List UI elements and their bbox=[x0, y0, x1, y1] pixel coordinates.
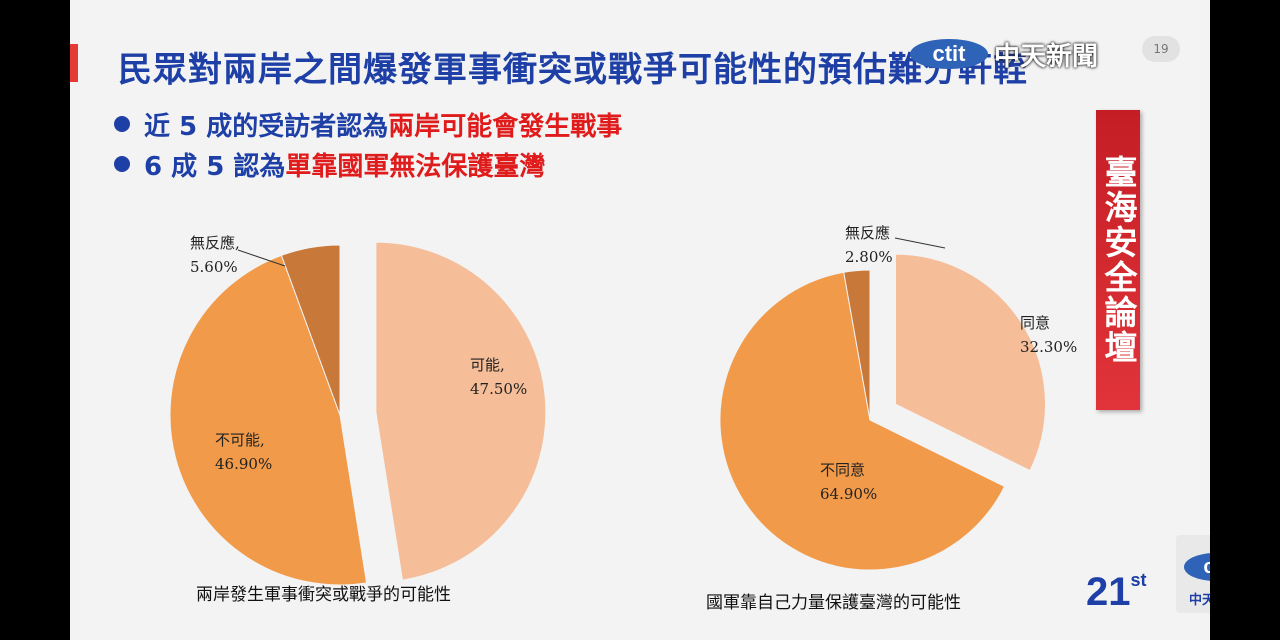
cti-logo-mark: cti bbox=[1184, 553, 1210, 581]
pie-2-caption: 國軍靠自己力量保護臺灣的可能性 bbox=[706, 593, 961, 613]
ctit-logo: ctit 中天新聞 bbox=[910, 36, 1098, 72]
bullet-1-highlight: 兩岸可能會發生戰事 bbox=[388, 111, 623, 142]
bullet-dot-icon bbox=[114, 116, 130, 132]
bullet-dot-icon bbox=[114, 156, 130, 172]
page-number: 19 bbox=[1142, 36, 1180, 62]
cti-logo: cti 中天電視 bbox=[1176, 535, 1210, 613]
pie-1-leader-line bbox=[237, 249, 286, 267]
pie-2-leader-line bbox=[894, 237, 946, 249]
pie-2-slice-2-label: 不同意 bbox=[820, 461, 865, 479]
bullet-list: 近 5 成的受訪者認為 兩岸可能會發生戰事 6 成 5 認為 單靠國軍無法保護臺灣 bbox=[114, 104, 622, 184]
21st-century-logo: 21st bbox=[1086, 570, 1147, 615]
pie-1-slice-2 bbox=[170, 254, 368, 586]
pie-1-slice-2-label: 不可能, bbox=[215, 431, 265, 449]
foot-logo-number: 21 bbox=[1086, 570, 1131, 614]
pie-1-caption: 兩岸發生軍事衝突或戰爭的可能性 bbox=[196, 585, 451, 605]
pie-1-slice-3 bbox=[280, 244, 341, 416]
pie-2-slice-3-label: 無反應 bbox=[845, 224, 890, 242]
slide: 民眾對兩岸之間爆發軍事衝突或戰爭可能性的預估難分軒輊 ctit 中天新聞 19 … bbox=[70, 0, 1210, 640]
slide-title: 民眾對兩岸之間爆發軍事衝突或戰爭可能性的預估難分軒輊 bbox=[118, 50, 1028, 90]
pie-2-slice-3-value: 2.80% bbox=[845, 248, 893, 266]
pie-2-slice-3 bbox=[843, 269, 871, 421]
pie-2-slice-1-value: 32.30% bbox=[1020, 338, 1077, 356]
pie-1-slice-3-label: 無反應, bbox=[190, 234, 240, 252]
ctit-logo-mark: ctit bbox=[910, 39, 988, 69]
foot-logo-suffix: st bbox=[1130, 570, 1147, 590]
bullet-2-highlight: 單靠國軍無法保護臺灣 bbox=[285, 151, 546, 182]
pie-1-slice-1-value: 47.50% bbox=[470, 380, 527, 398]
station-name: 中天新聞 bbox=[994, 41, 1099, 72]
pie-2-slice-2 bbox=[719, 271, 1006, 571]
bullet-2-prefix: 6 成 5 認為 bbox=[144, 151, 286, 182]
forum-banner: 臺海安全論壇 bbox=[1096, 110, 1140, 410]
bullet-1-prefix: 近 5 成的受訪者認為 bbox=[144, 111, 389, 142]
pie-2-slice-1 bbox=[894, 253, 1046, 472]
pie-chart-war-possibility: 可能, 47.50% 不可能, 46.90% 無反應, 5.60% bbox=[170, 234, 547, 586]
pie-1-slice-1 bbox=[375, 241, 547, 581]
pie-chart-self-defense: 同意 32.30% 不同意 64.90% 無反應 2.80% bbox=[719, 224, 1077, 571]
title-accent-bar bbox=[70, 44, 78, 82]
pie-2-slice-1-label: 同意 bbox=[1020, 314, 1050, 332]
cti-name: 中天電視 bbox=[1188, 593, 1210, 608]
pie-1-slice-1-label: 可能, bbox=[470, 356, 505, 374]
pie-1-slice-2-value: 46.90% bbox=[215, 455, 272, 473]
pie-2-slice-2-value: 64.90% bbox=[820, 485, 877, 503]
bullet-1: 近 5 成的受訪者認為 兩岸可能會發生戰事 bbox=[114, 104, 622, 144]
bullet-2: 6 成 5 認為 單靠國軍無法保護臺灣 bbox=[114, 144, 622, 184]
pie-1-slice-3-value: 5.60% bbox=[190, 258, 238, 276]
